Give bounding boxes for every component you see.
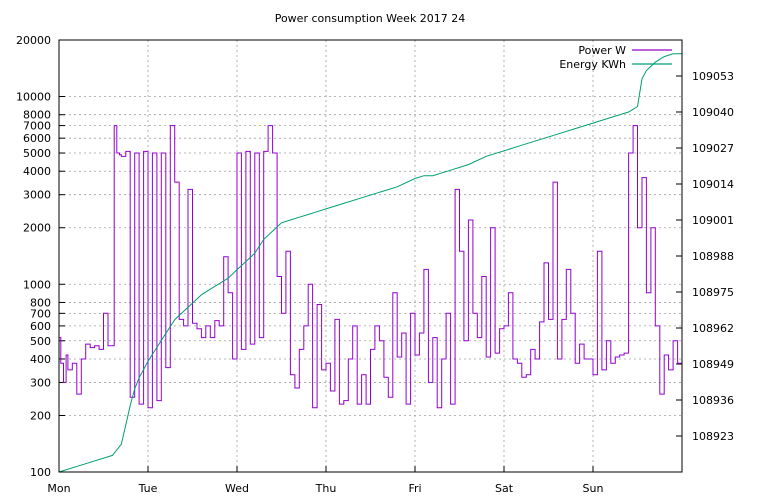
y-tick-label: 800 (30, 296, 51, 309)
x-tick-label: Thu (315, 482, 337, 495)
x-tick-label: Wed (225, 482, 249, 495)
y2-tick-label: 108923 (692, 430, 734, 443)
y-tick-label: 300 (30, 376, 51, 389)
y-tick-label: 500 (30, 335, 51, 348)
x-tick-label: Tue (138, 482, 158, 495)
y2-tick-label: 108949 (692, 358, 734, 371)
y-tick-label: 100 (30, 466, 51, 479)
power-series-line (59, 125, 683, 409)
y-tick-label: 5000 (23, 147, 51, 160)
x-tick-label: Fri (408, 482, 421, 495)
y-tick-label: 700 (30, 307, 51, 320)
chart-title: Power consumption Week 2017 24 (275, 12, 466, 25)
y-tick-label: 200 (30, 409, 51, 422)
y-tick-label: 3000 (23, 189, 51, 202)
legend-energy-label: Energy KWh (559, 58, 626, 71)
y2-tick-label: 108962 (692, 322, 734, 335)
y2-tick-label: 109040 (692, 106, 734, 119)
y2-axis-ticks: 108923 108936 108949 108962 108975 108988 1090… (676, 70, 734, 443)
x-tick-label: Mon (47, 482, 70, 495)
y-tick-label: 7000 (23, 120, 51, 133)
x-axis-ticks: Mon Tue Wed Thu Fri Sat Sun (47, 466, 603, 495)
y2-tick-label: 109027 (692, 142, 734, 155)
y2-tick-label: 108975 (692, 286, 734, 299)
y-tick-label: 10000 (16, 91, 51, 104)
y2-tick-label: 109053 (692, 70, 734, 83)
y-tick-label: 8000 (23, 109, 51, 122)
y-tick-label: 1000 (23, 278, 51, 291)
legend: Power W Energy KWh (559, 44, 672, 71)
x-tick-label: Sat (495, 482, 514, 495)
y2-tick-label: 109014 (692, 178, 734, 191)
y-tick-label: 600 (30, 320, 51, 333)
legend-power-label: Power W (578, 44, 626, 57)
y-tick-label: 2000 (23, 222, 51, 235)
y-tick-label: 4000 (23, 165, 51, 178)
y2-tick-label: 108936 (692, 394, 734, 407)
series-layer (58, 53, 683, 473)
y2-tick-label: 109001 (692, 214, 734, 227)
energy-series-line (58, 53, 682, 473)
y2-tick-label: 108988 (692, 250, 734, 263)
y-tick-label: 20000 (16, 34, 51, 47)
y-tick-label: 6000 (23, 132, 51, 145)
y-tick-label: 400 (30, 353, 51, 366)
plot-frame (58, 39, 683, 473)
x-tick-label: Sun (583, 482, 604, 495)
